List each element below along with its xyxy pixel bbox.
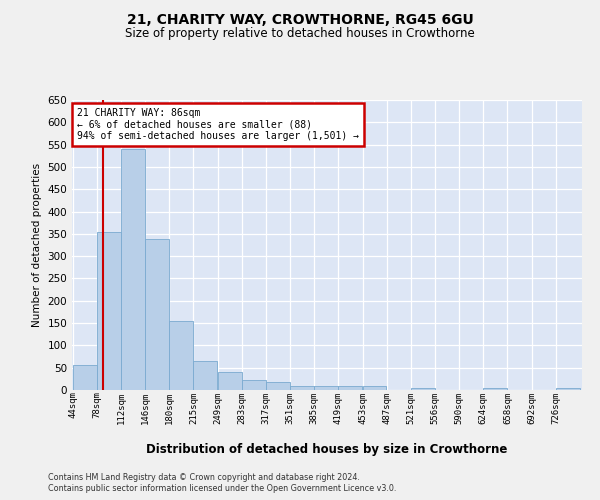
Bar [556,388,580,390]
Text: 21 CHARITY WAY: 86sqm
← 6% of detached houses are smaller (88)
94% of semi-detac: 21 CHARITY WAY: 86sqm ← 6% of detached h… [77,108,359,141]
Bar [314,386,338,390]
Bar [97,232,121,390]
Bar [73,364,97,390]
Bar [145,239,169,390]
Text: Contains public sector information licensed under the Open Government Licence v3: Contains public sector information licen… [48,484,397,493]
Bar [266,382,290,390]
Bar [169,321,193,390]
Bar [362,386,386,390]
Y-axis label: Number of detached properties: Number of detached properties [32,163,42,327]
Bar [411,388,435,390]
Bar [193,361,217,390]
Bar [242,380,266,390]
Text: Contains HM Land Registry data © Crown copyright and database right 2024.: Contains HM Land Registry data © Crown c… [48,472,360,482]
Bar [483,388,507,390]
Bar [338,386,362,390]
Text: 21, CHARITY WAY, CROWTHORNE, RG45 6GU: 21, CHARITY WAY, CROWTHORNE, RG45 6GU [127,12,473,26]
Bar [218,372,242,390]
Text: Size of property relative to detached houses in Crowthorne: Size of property relative to detached ho… [125,28,475,40]
Bar [121,149,145,390]
Bar [290,386,314,390]
Text: Distribution of detached houses by size in Crowthorne: Distribution of detached houses by size … [146,442,508,456]
